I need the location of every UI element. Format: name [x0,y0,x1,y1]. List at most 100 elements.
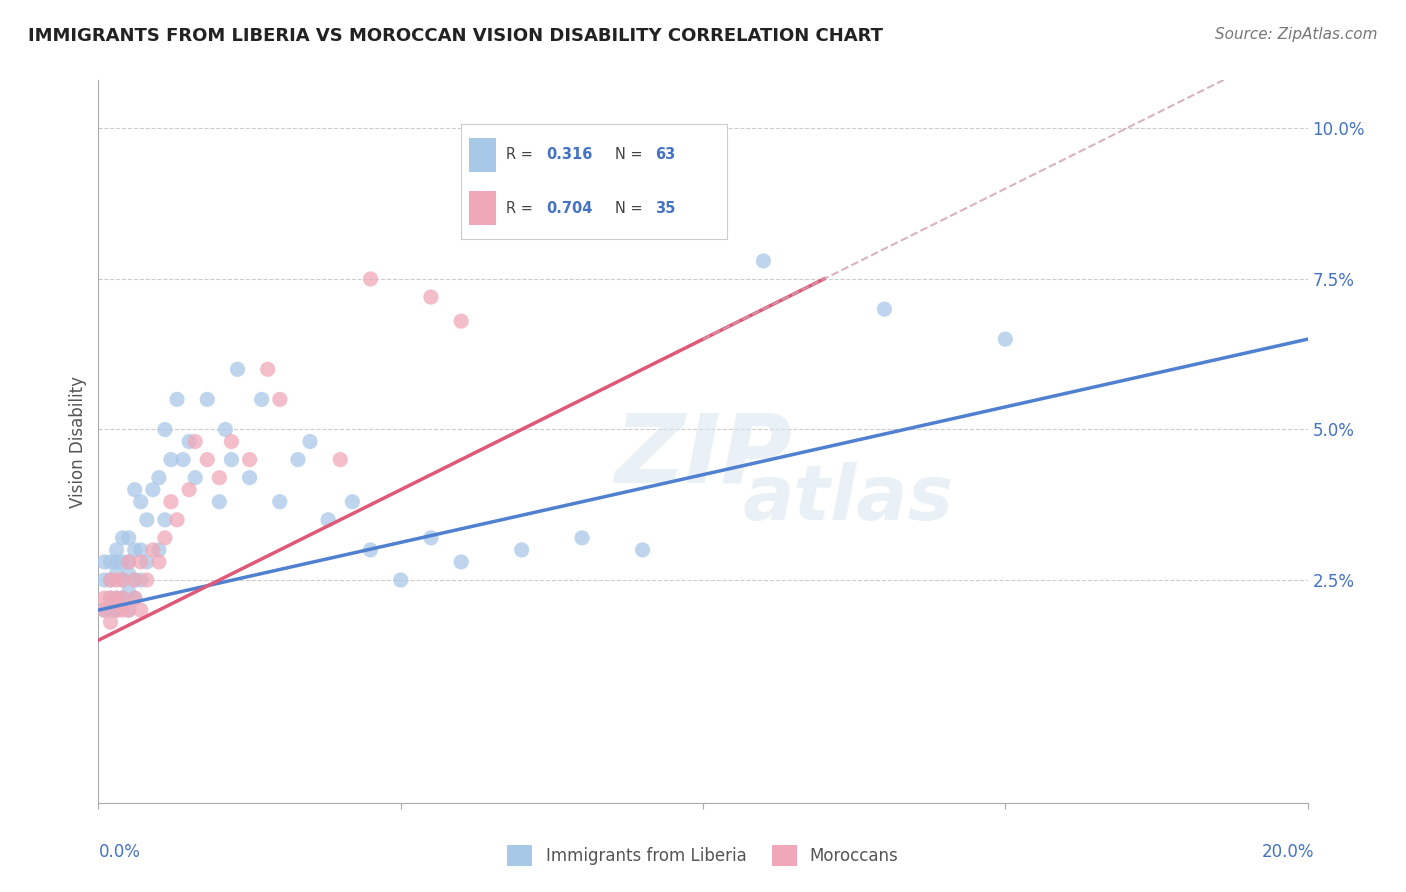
Point [124,591,146,606]
Point [118,567,141,582]
Point [389,573,412,587]
Point [111,591,134,606]
Point [135,513,157,527]
Point [93,573,115,587]
Point [214,422,236,436]
Point [129,494,152,508]
Point [360,542,382,557]
Point [316,513,339,527]
Point [105,603,128,617]
Point [153,531,176,545]
Legend: Immigrants from Liberia, Moroccans: Immigrants from Liberia, Moroccans [499,837,907,874]
Point [179,434,201,449]
Point [160,452,183,467]
Point [105,567,128,582]
Y-axis label: Vision Disability: Vision Disability [69,376,87,508]
Point [105,542,128,557]
Point [118,555,141,569]
Point [100,615,122,630]
Point [124,542,146,557]
Text: 20.0%: 20.0% [1263,843,1315,861]
Point [195,452,218,467]
Point [994,332,1017,346]
Point [208,494,231,508]
Text: 0.0%: 0.0% [98,843,141,861]
Point [124,483,146,497]
Point [510,542,533,557]
Point [221,434,243,449]
Point [135,573,157,587]
Point [195,392,218,407]
Point [111,531,134,545]
Point [208,470,231,484]
Text: ZIP: ZIP [614,409,792,502]
Point [179,483,201,497]
Point [226,362,249,376]
Point [100,591,122,606]
Point [239,470,262,484]
Point [100,573,122,587]
Point [129,603,152,617]
Point [153,513,176,527]
Point [118,603,141,617]
Point [118,585,141,599]
Point [571,531,593,545]
Point [166,513,188,527]
Text: atlas: atlas [742,462,953,536]
Point [420,290,443,304]
Point [93,603,115,617]
Point [93,555,115,569]
Point [184,434,207,449]
Point [100,603,122,617]
Point [118,603,141,617]
Point [100,591,122,606]
Point [124,573,146,587]
Point [172,452,194,467]
Point [269,392,291,407]
Point [111,573,134,587]
Point [105,591,128,606]
Point [142,542,165,557]
Text: IMMIGRANTS FROM LIBERIA VS MOROCCAN VISION DISABILITY CORRELATION CHART: IMMIGRANTS FROM LIBERIA VS MOROCCAN VISI… [28,27,883,45]
Point [184,470,207,484]
Point [93,591,115,606]
Point [124,573,146,587]
Point [100,555,122,569]
Point [153,422,176,436]
Point [250,392,273,407]
Point [129,573,152,587]
Point [221,452,243,467]
Point [135,555,157,569]
Point [299,434,322,449]
Point [256,362,278,376]
Point [111,573,134,587]
Point [111,591,134,606]
Point [93,603,115,617]
Point [269,494,291,508]
Point [105,555,128,569]
Point [160,494,183,508]
Point [329,452,352,467]
Point [105,603,128,617]
Point [287,452,309,467]
Point [118,555,141,569]
Point [118,531,141,545]
Point [111,603,134,617]
Point [631,542,654,557]
Point [105,573,128,587]
Point [129,542,152,557]
Point [752,253,775,268]
Point [124,591,146,606]
Point [692,194,714,208]
Point [450,314,472,328]
Point [360,272,382,286]
Point [142,483,165,497]
Point [873,301,896,317]
Point [148,542,170,557]
Text: Source: ZipAtlas.com: Source: ZipAtlas.com [1215,27,1378,42]
Point [129,555,152,569]
Point [166,392,188,407]
Point [111,555,134,569]
Point [342,494,364,508]
Point [105,591,128,606]
